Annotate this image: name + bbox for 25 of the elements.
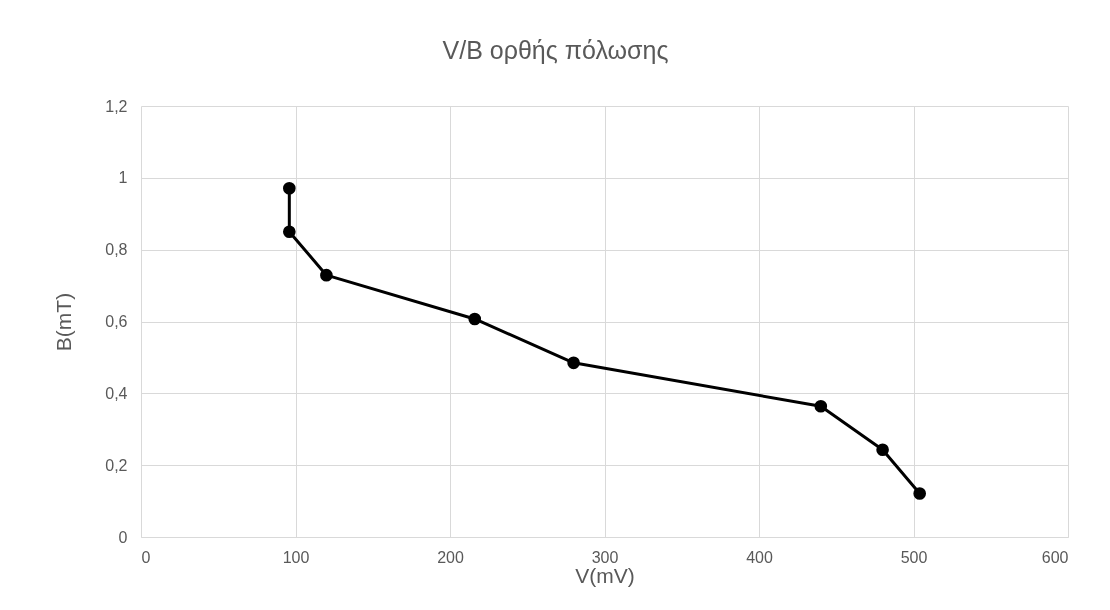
y-axis-title: B(mT) [52,292,76,352]
x-tick-label: 100 [282,548,310,566]
y-tick-label: 0,8 [105,241,128,259]
y-tick-label: 1,2 [105,97,128,115]
point [320,268,333,282]
x-tick-label: 300 [591,548,619,566]
point [814,399,828,413]
point [283,225,296,239]
point [567,356,580,370]
point [468,312,482,326]
y-tick-label: 0,2 [105,456,128,474]
point [283,181,296,195]
x-axis-title: V(mV) [575,563,635,587]
y-tick-label: 0 [118,528,128,546]
chart-title: V/B ορθής πόλωσης [442,36,669,64]
y-tick-label: 0,6 [105,313,128,330]
y-tick-label: 1 [118,169,128,187]
x-tick-label: 0 [141,548,151,566]
x-tick-label: 400 [746,548,773,566]
x-tick-label: 200 [437,548,464,566]
x-tick-label: 600 [1041,548,1069,566]
point [913,487,926,500]
y-tick-label: 0,4 [105,384,128,402]
x-tick-label: 500 [900,548,928,566]
point [876,443,889,457]
